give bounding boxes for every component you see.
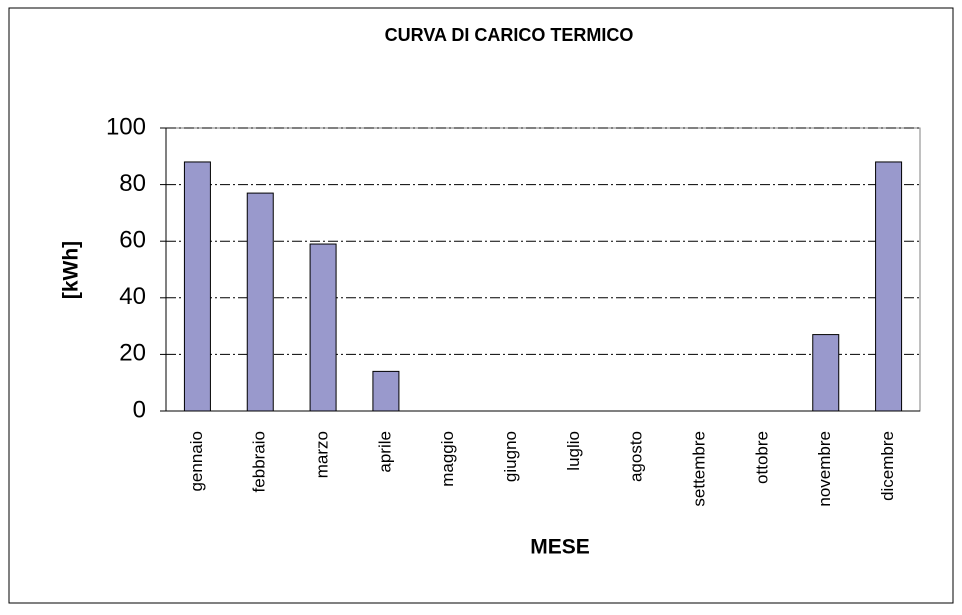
- y-axis-title: [kWh]: [60, 241, 83, 299]
- y-tick-label: 0: [133, 396, 146, 423]
- bar: [183, 161, 211, 412]
- x-tick-label: giugno: [501, 431, 520, 482]
- y-tick-label: 40: [119, 283, 146, 310]
- x-tick-label: novembre: [815, 431, 834, 507]
- x-tick-label: aprile: [375, 431, 394, 473]
- bar: [246, 192, 274, 412]
- x-tick-label: luglio: [564, 431, 583, 471]
- x-tick-label: dicembre: [878, 431, 897, 501]
- bar: [875, 161, 903, 412]
- x-tick-label: settembre: [690, 431, 709, 507]
- x-tick-label: maggio: [438, 431, 457, 487]
- y-tick-label: 20: [119, 340, 146, 367]
- y-tick-label: 100: [106, 113, 146, 140]
- chart-title: CURVA DI CARICO TERMICO: [385, 25, 634, 45]
- x-axis-title: MESE: [530, 536, 590, 559]
- bar: [372, 370, 400, 412]
- x-tick-label: marzo: [313, 431, 332, 478]
- bar: [812, 334, 840, 412]
- y-tick-label: 80: [119, 170, 146, 197]
- x-tick-label: febbraio: [250, 431, 269, 492]
- x-tick-label: agosto: [627, 431, 646, 482]
- x-tick-label: ottobre: [752, 431, 771, 484]
- x-tick-label: gennaio: [187, 431, 206, 492]
- bar: [309, 243, 337, 412]
- y-tick-label: 60: [119, 227, 146, 254]
- chart-frame: [8, 7, 954, 604]
